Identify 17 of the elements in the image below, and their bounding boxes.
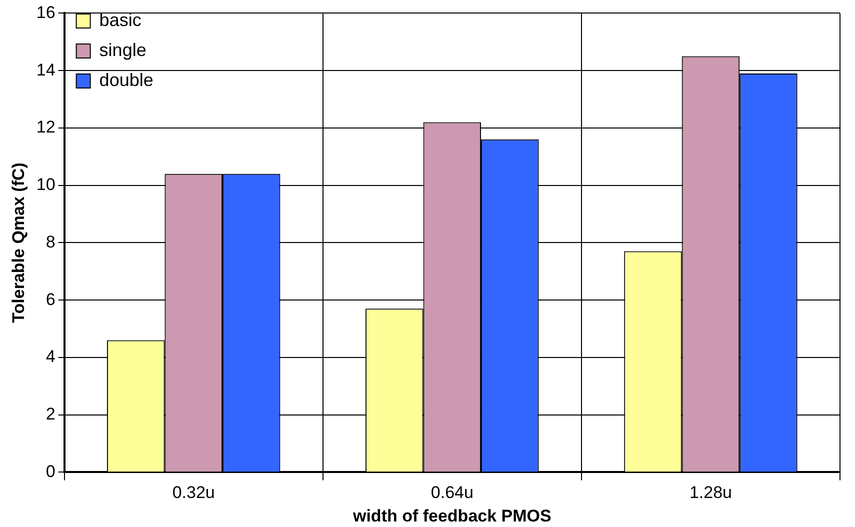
- x-tick-label: 0.64u: [430, 483, 474, 502]
- legend-label: double: [99, 70, 154, 90]
- y-tick-label: 8: [46, 232, 56, 252]
- y-tick-label: 16: [36, 2, 56, 22]
- y-tick-label: 4: [46, 347, 56, 366]
- y-axis-title: Tolerable Qmax (fC): [8, 162, 28, 323]
- y-tick-label: 10: [36, 175, 56, 194]
- y-tick-label: 0: [46, 462, 56, 481]
- x-axis-title: width of feedback PMOS: [352, 506, 552, 526]
- legend-label: basic: [99, 10, 142, 30]
- legend-label: single: [99, 40, 146, 60]
- x-tick-label: 1.28u: [689, 483, 732, 502]
- y-tick-label: 2: [46, 404, 56, 424]
- y-tick-label: 6: [46, 290, 56, 309]
- x-tick-label: 0.32u: [172, 483, 215, 502]
- y-tick-label: 14: [36, 60, 56, 80]
- y-tick-label: 12: [36, 118, 56, 137]
